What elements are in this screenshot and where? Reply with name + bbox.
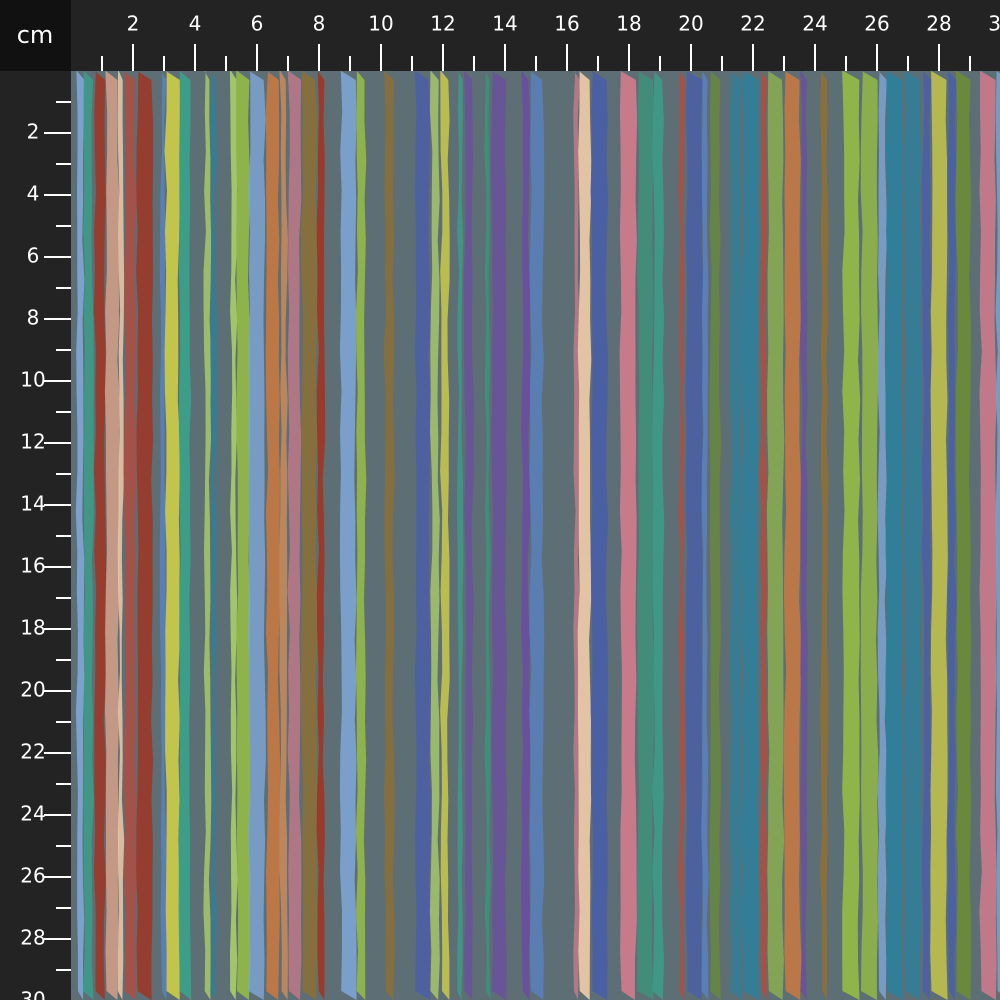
stripe — [709, 71, 722, 1000]
left-ruler-label: 30 — [20, 988, 45, 1000]
left-ruler-label: 18 — [20, 616, 45, 640]
stripe — [484, 71, 491, 1000]
stripe — [159, 71, 167, 1000]
stripe — [577, 71, 592, 1000]
top-ruler — [0, 0, 1000, 71]
stripe — [93, 71, 107, 1000]
left-ruler-label: 10 — [20, 368, 45, 392]
stripe — [619, 71, 638, 1000]
stripe — [164, 71, 181, 1000]
fabric-pattern — [75, 71, 1000, 1000]
top-ruler-label: 2 — [127, 12, 140, 36]
stripe — [678, 71, 685, 1000]
left-ruler-label: 16 — [20, 554, 45, 578]
stripe — [729, 71, 743, 1000]
stripe — [590, 71, 609, 1000]
top-ruler-label: 30 — [988, 12, 1000, 36]
left-ruler-label: 28 — [20, 926, 45, 950]
left-ruler-label: 22 — [20, 740, 45, 764]
stripe — [210, 71, 218, 1000]
stripe — [921, 71, 932, 1000]
stripe — [701, 71, 709, 1000]
stripe — [339, 71, 357, 1000]
left-ruler-label: 24 — [20, 802, 45, 826]
top-ruler-label: 12 — [430, 12, 455, 36]
stripe — [236, 71, 251, 1000]
stripe — [842, 71, 861, 1000]
top-ruler-label: 18 — [616, 12, 641, 36]
stripe — [383, 71, 395, 1000]
left-ruler-label: 14 — [20, 492, 45, 516]
stripe — [637, 71, 655, 1000]
stripe — [947, 71, 957, 1000]
ruler-marks: 2468101214161820222426283024681012141618… — [20, 12, 1000, 1000]
stripe — [82, 71, 94, 1000]
stripe — [930, 71, 948, 1000]
top-ruler-label: 16 — [554, 12, 579, 36]
stripe — [265, 71, 281, 1000]
top-ruler-label: 14 — [492, 12, 517, 36]
left-ruler-label: 20 — [20, 678, 45, 702]
stripe — [819, 71, 829, 1000]
stripe — [995, 71, 1000, 993]
stripe — [429, 71, 440, 1000]
stripe — [783, 71, 802, 1000]
top-ruler-label: 20 — [678, 12, 703, 36]
stripe — [491, 71, 508, 1000]
stripe — [123, 71, 137, 1000]
stripe — [800, 71, 808, 1000]
stripe — [279, 71, 288, 1000]
top-ruler-label: 10 — [368, 12, 393, 36]
left-ruler-label: 2 — [27, 120, 40, 144]
stripe — [741, 71, 760, 1000]
top-ruler-label: 22 — [740, 12, 765, 36]
stripe — [178, 71, 192, 1000]
stripe — [877, 71, 888, 1000]
left-ruler-label: 4 — [27, 182, 40, 206]
stripe — [355, 71, 367, 1000]
stripe — [766, 71, 785, 1000]
stripe — [300, 71, 318, 1000]
stripe — [440, 71, 450, 1000]
left-ruler — [0, 0, 71, 1000]
stripe — [463, 71, 474, 1000]
stripe — [104, 71, 120, 1000]
top-ruler-label: 4 — [189, 12, 202, 36]
left-ruler-label: 26 — [20, 864, 45, 888]
stripe — [414, 71, 431, 1000]
left-ruler-label: 12 — [20, 430, 45, 454]
left-ruler-label: 8 — [27, 306, 40, 330]
stripe — [685, 71, 704, 1000]
stripe — [287, 71, 302, 1000]
stripe — [904, 71, 922, 1000]
stripe — [573, 71, 580, 1000]
ruler-corner — [0, 0, 71, 71]
stripe — [117, 71, 125, 1000]
stripe — [316, 71, 326, 1000]
stripe — [529, 71, 545, 1000]
stripe — [136, 71, 154, 1000]
stripe — [860, 71, 879, 1000]
stripe — [885, 71, 904, 1000]
top-ruler-label: 24 — [802, 12, 827, 36]
top-ruler-label: 28 — [926, 12, 951, 36]
stripe — [955, 71, 972, 1000]
unit-label: cm — [17, 21, 54, 49]
stripe — [521, 71, 531, 1000]
stripe — [229, 71, 238, 1000]
left-ruler-label: 6 — [27, 244, 40, 268]
stripe — [979, 71, 997, 1000]
top-ruler-label: 8 — [313, 12, 326, 36]
stripe — [457, 71, 464, 1000]
top-ruler-label: 6 — [251, 12, 264, 36]
top-ruler-label: 26 — [864, 12, 889, 36]
stripe — [652, 71, 665, 1000]
stripe — [75, 71, 85, 1000]
stripe — [203, 71, 212, 1000]
stripe — [759, 71, 768, 1000]
stripe — [248, 71, 266, 1000]
